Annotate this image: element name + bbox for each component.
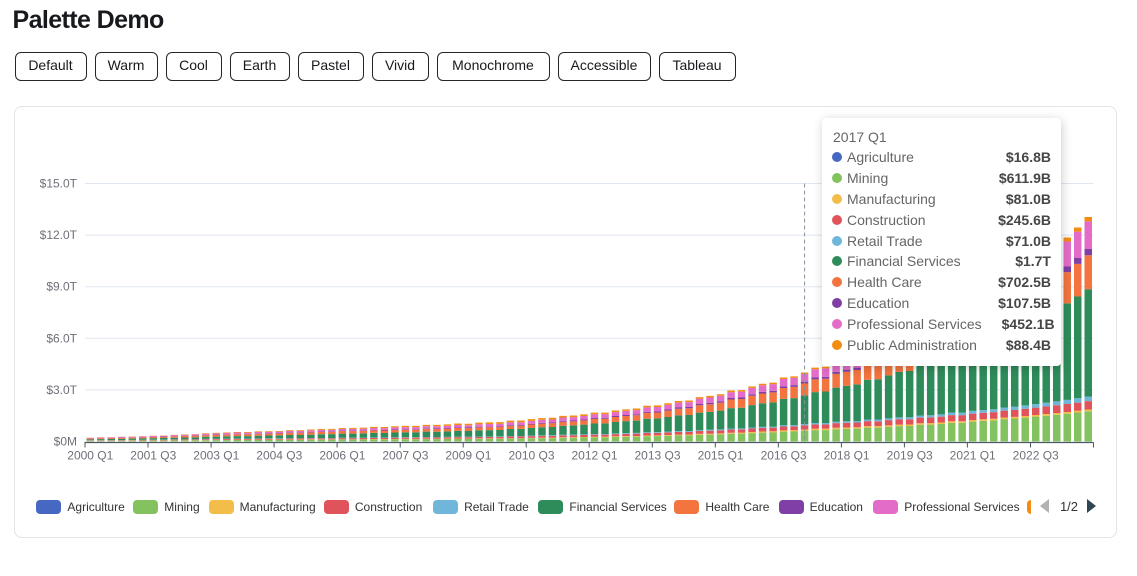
svg-text:2021 Q1: 2021 Q1	[950, 449, 996, 463]
svg-text:$9.0T: $9.0T	[46, 280, 77, 294]
svg-text:2018 Q1: 2018 Q1	[824, 449, 870, 463]
svg-text:2004 Q3: 2004 Q3	[256, 449, 302, 463]
svg-text:2016 Q3: 2016 Q3	[761, 449, 807, 463]
svg-text:2022 Q3: 2022 Q3	[1013, 449, 1059, 463]
svg-text:2012 Q1: 2012 Q1	[571, 449, 617, 463]
svg-text:2001 Q3: 2001 Q3	[130, 449, 176, 463]
svg-text:2003 Q1: 2003 Q1	[193, 449, 239, 463]
svg-text:$6.0T: $6.0T	[46, 331, 77, 345]
svg-text:2015 Q1: 2015 Q1	[698, 449, 744, 463]
svg-text:$3.0T: $3.0T	[46, 383, 77, 397]
svg-text:2019 Q3: 2019 Q3	[887, 449, 933, 463]
svg-text:2006 Q1: 2006 Q1	[319, 449, 365, 463]
svg-text:2009 Q1: 2009 Q1	[445, 449, 491, 463]
svg-text:2010 Q3: 2010 Q3	[508, 449, 554, 463]
svg-text:$15.0T: $15.0T	[40, 177, 78, 191]
svg-text:2000 Q1: 2000 Q1	[67, 449, 113, 463]
svg-text:$0M: $0M	[54, 435, 77, 449]
svg-text:2007 Q3: 2007 Q3	[382, 449, 428, 463]
svg-text:$12.0T: $12.0T	[40, 228, 78, 242]
svg-text:2013 Q3: 2013 Q3	[634, 449, 680, 463]
